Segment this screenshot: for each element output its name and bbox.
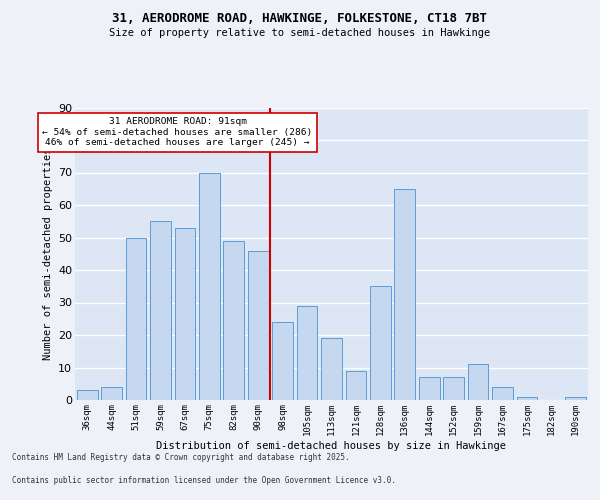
Bar <box>101 387 122 400</box>
Bar <box>199 172 220 400</box>
Bar <box>272 322 293 400</box>
Bar <box>346 371 367 400</box>
Bar <box>150 221 171 400</box>
Bar <box>370 286 391 400</box>
Bar <box>248 250 269 400</box>
X-axis label: Distribution of semi-detached houses by size in Hawkinge: Distribution of semi-detached houses by … <box>157 440 506 450</box>
Bar <box>419 377 440 400</box>
Bar <box>321 338 342 400</box>
Text: 31, AERODROME ROAD, HAWKINGE, FOLKESTONE, CT18 7BT: 31, AERODROME ROAD, HAWKINGE, FOLKESTONE… <box>113 12 487 26</box>
Bar <box>125 238 146 400</box>
Bar <box>296 306 317 400</box>
Bar <box>517 397 538 400</box>
Text: 31 AERODROME ROAD: 91sqm
← 54% of semi-detached houses are smaller (286)
46% of : 31 AERODROME ROAD: 91sqm ← 54% of semi-d… <box>43 118 313 147</box>
Bar <box>467 364 488 400</box>
Text: Contains HM Land Registry data © Crown copyright and database right 2025.: Contains HM Land Registry data © Crown c… <box>12 454 350 462</box>
Bar <box>223 241 244 400</box>
Text: Contains public sector information licensed under the Open Government Licence v3: Contains public sector information licen… <box>12 476 396 485</box>
Text: Size of property relative to semi-detached houses in Hawkinge: Size of property relative to semi-detach… <box>109 28 491 38</box>
Y-axis label: Number of semi-detached properties: Number of semi-detached properties <box>43 148 53 360</box>
Bar <box>77 390 98 400</box>
Bar <box>492 387 513 400</box>
Bar <box>443 377 464 400</box>
Bar <box>394 188 415 400</box>
Bar <box>565 397 586 400</box>
Bar <box>175 228 196 400</box>
